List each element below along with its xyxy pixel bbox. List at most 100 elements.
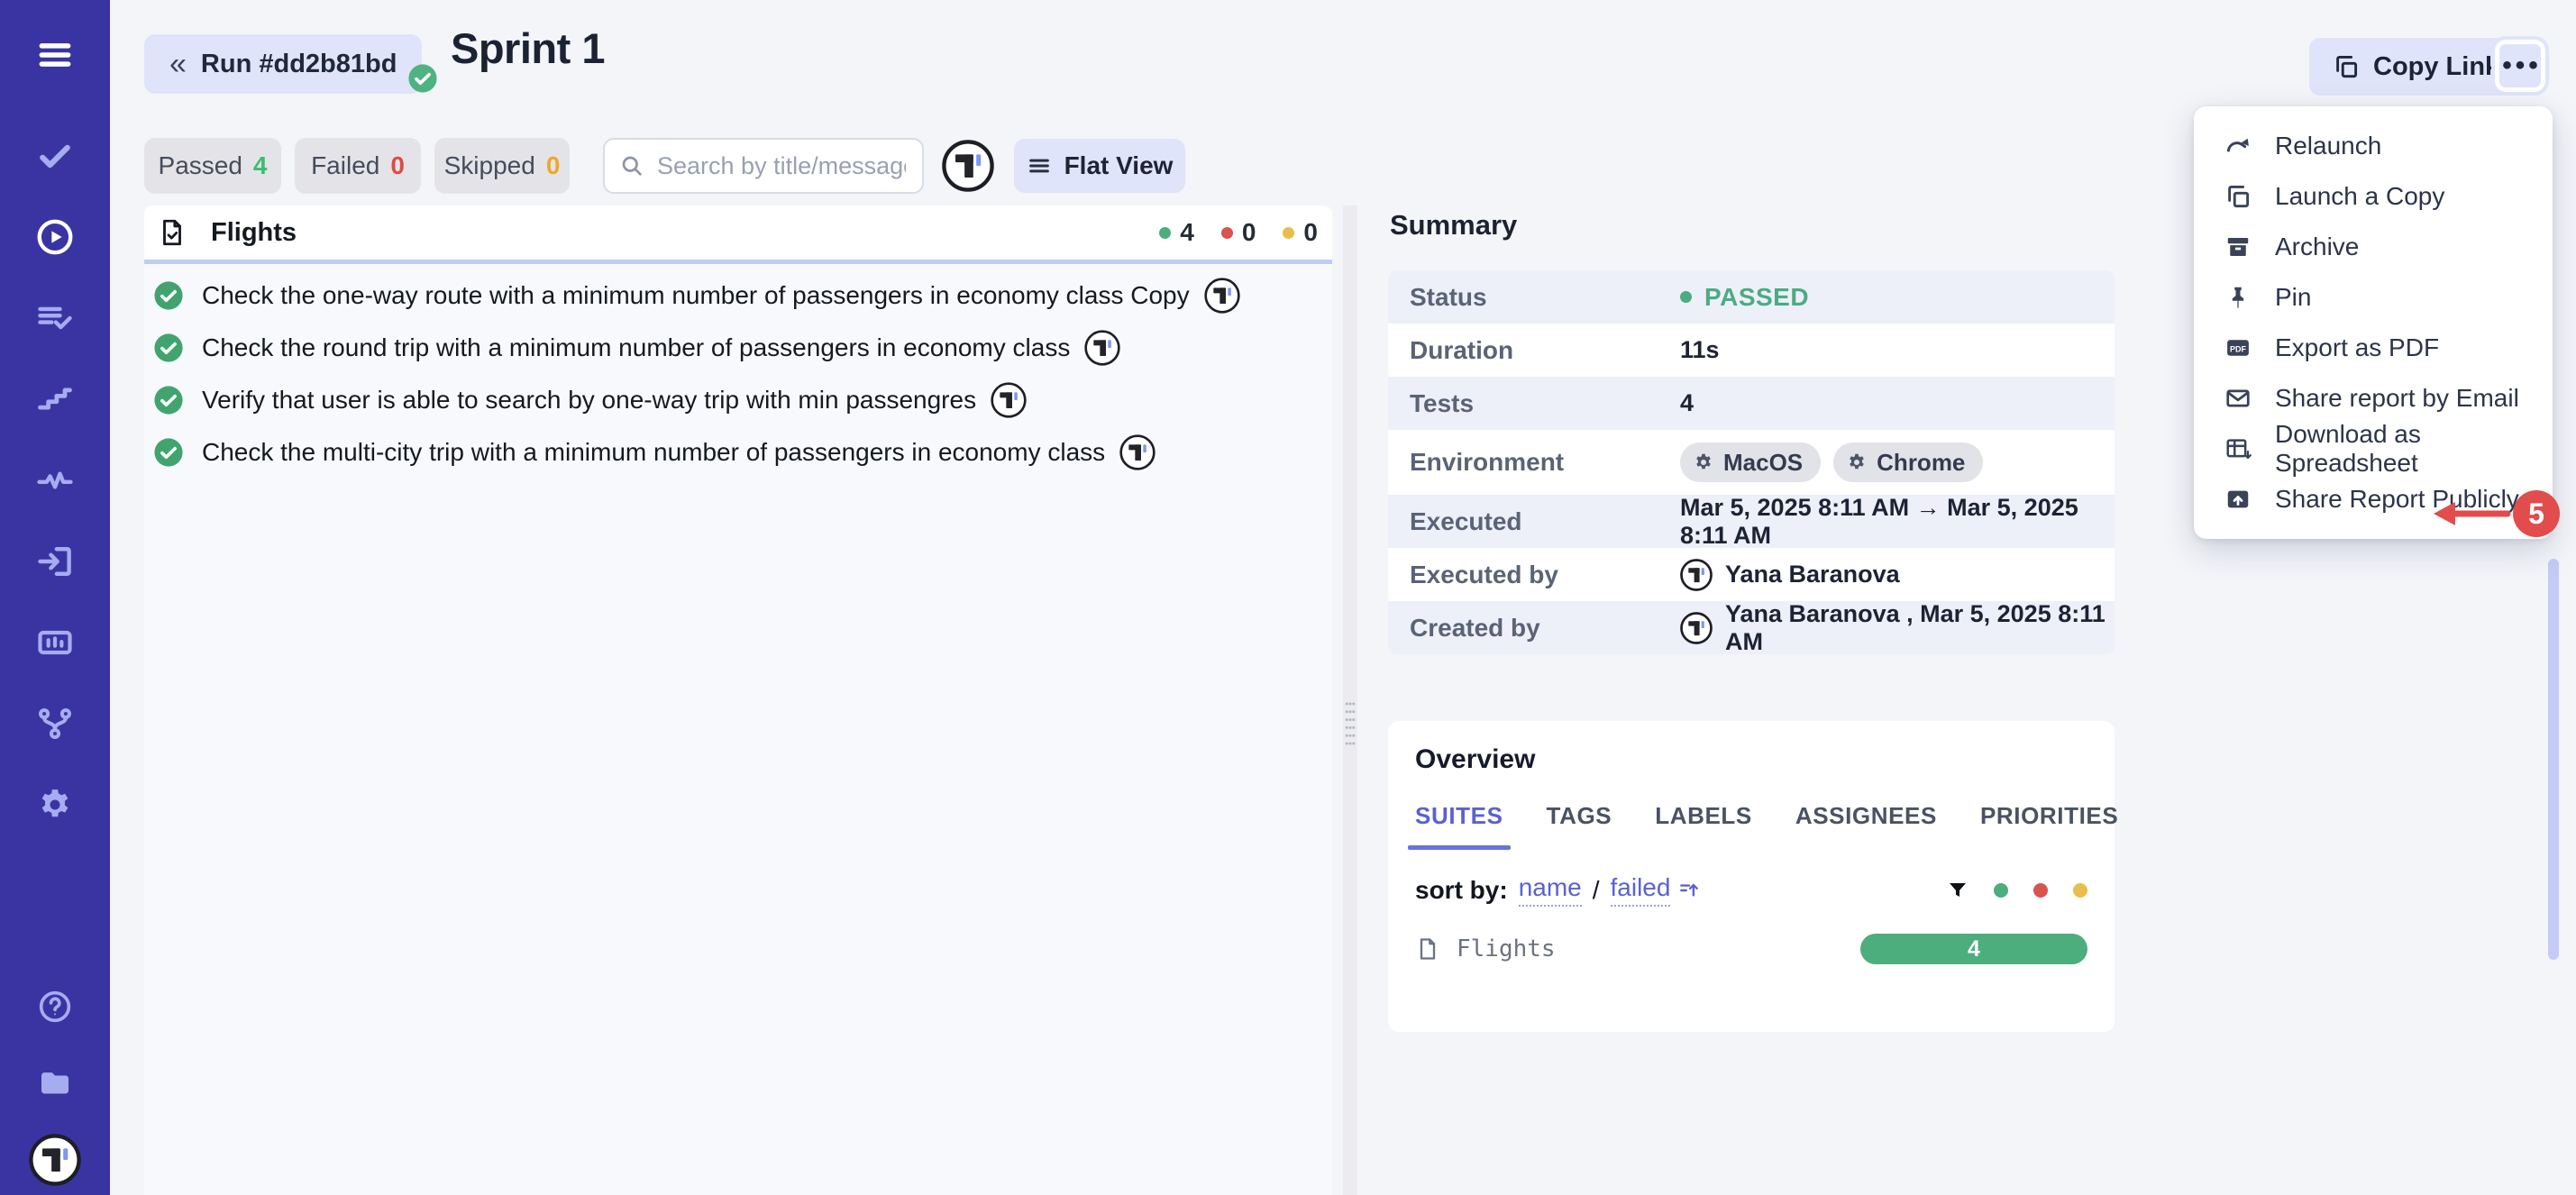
- sort-by-failed-link[interactable]: failed: [1610, 873, 1671, 907]
- filter-funnel-icon[interactable]: [1947, 880, 1969, 901]
- pulse-icon[interactable]: [31, 456, 79, 505]
- test-row[interactable]: Check the round trip with a minimum numb…: [144, 322, 1332, 374]
- projects-folder-icon[interactable]: [31, 1058, 79, 1107]
- more-actions-button[interactable]: •••: [2491, 36, 2549, 96]
- dashboard-icon[interactable]: [31, 618, 79, 667]
- test-passed-icon: [154, 386, 183, 415]
- overview-title: Overview: [1415, 744, 1536, 774]
- page-scrollbar-thumb[interactable]: [2548, 559, 2559, 960]
- sort-by-name-link[interactable]: name: [1518, 873, 1582, 907]
- settings-gear-icon[interactable]: [31, 780, 79, 829]
- legend-failed-dot[interactable]: [2033, 882, 2048, 898]
- sort-separator: /: [1592, 875, 1600, 904]
- test-title: Check the multi-city trip with a minimum…: [202, 438, 1106, 466]
- overview-card: Overview SUITES TAGS LABELS ASSIGNEES PR…: [1388, 721, 2118, 1032]
- relaunch-icon: [2226, 138, 2249, 152]
- panel-resize-handle[interactable]: [1343, 205, 1357, 1195]
- skipped-dot-icon: [1283, 226, 1295, 239]
- testomat-badge-icon: [1203, 278, 1240, 314]
- test-row[interactable]: Verify that user is able to search by on…: [144, 374, 1332, 426]
- branches-icon[interactable]: [31, 699, 79, 748]
- executed-label: Executed: [1410, 506, 1522, 535]
- search-icon: [622, 156, 642, 176]
- suite-header-divider: [144, 260, 1332, 264]
- filter-passed-button[interactable]: Passed 4: [144, 138, 281, 194]
- status-dot-icon: [1680, 291, 1692, 303]
- flat-view-label: Flat View: [1064, 151, 1174, 179]
- skipped-count: 0: [545, 151, 561, 179]
- menu-item-label: Archive: [2275, 233, 2360, 260]
- tab-assignees[interactable]: ASSIGNEES: [1795, 802, 1937, 829]
- list-lines-icon: [1028, 159, 1049, 173]
- status-label: Status: [1410, 282, 1487, 311]
- menu-item-relaunch[interactable]: Relaunch: [2194, 121, 2553, 171]
- failed-count: 0: [390, 151, 405, 179]
- test-row[interactable]: Check the one-way route with a minimum n…: [144, 269, 1332, 322]
- tab-tags[interactable]: TAGS: [1546, 802, 1612, 829]
- summary-table: Status PASSED Duration 11s Tests 4 Envir…: [1388, 270, 2115, 654]
- executed-by-avatar: [1680, 558, 1713, 591]
- tests-check-icon[interactable]: [31, 132, 79, 180]
- import-icon[interactable]: [31, 537, 79, 586]
- ellipsis-icon: •••: [2502, 50, 2542, 80]
- filter-bar: Passed 4 Failed 0 Skipped 0 Flat View: [144, 138, 1185, 194]
- test-passed-icon: [154, 438, 183, 467]
- menu-item-launch-a-copy[interactable]: Launch a Copy: [2194, 171, 2553, 222]
- gear-icon: [1850, 453, 1864, 470]
- drag-dots-icon: [1345, 702, 1356, 745]
- testomat-badge-icon: [1119, 434, 1156, 470]
- hamburger-menu-icon[interactable]: [31, 31, 79, 79]
- run-id-label: Run #dd2b81bd: [200, 49, 397, 78]
- filter-failed-button[interactable]: Failed 0: [295, 138, 421, 194]
- test-plans-icon[interactable]: [31, 294, 79, 342]
- pdf-icon: PDF: [2227, 340, 2249, 356]
- help-icon[interactable]: [31, 982, 79, 1031]
- back-to-run-button[interactable]: « Run #dd2b81bd: [144, 34, 423, 94]
- created-by-label: Created by: [1410, 613, 1540, 642]
- menu-item-label: Export as PDF: [2275, 333, 2440, 361]
- legend-passed-dot[interactable]: [1994, 882, 2008, 898]
- double-chevron-left-icon: «: [169, 47, 187, 81]
- passed-label: Passed: [158, 151, 242, 179]
- tab-priorities[interactable]: PRIORITIES: [1979, 802, 2119, 829]
- menu-item-share-report-by-email[interactable]: Share report by Email: [2194, 373, 2553, 424]
- menu-item-export-as-pdf[interactable]: PDF Export as PDF: [2194, 323, 2553, 373]
- menu-item-label: Relaunch: [2275, 132, 2382, 160]
- runs-play-icon[interactable]: [31, 213, 79, 261]
- overview-tabs: SUITES TAGS LABELS ASSIGNEES PRIORITIES: [1408, 802, 2118, 850]
- menu-item-share-report-publicly[interactable]: Share Report Publicly: [2194, 474, 2553, 525]
- sort-ascending-icon[interactable]: [1677, 879, 1701, 902]
- menu-item-download-as-spreadsheet[interactable]: Download as Spreadsheet: [2194, 420, 2553, 477]
- tab-suites[interactable]: SUITES: [1408, 802, 1510, 850]
- tab-labels[interactable]: LABELS: [1655, 802, 1752, 829]
- executed-by-value: Yana Baranova: [1725, 561, 1900, 588]
- passed-check-badge-icon: [407, 63, 438, 94]
- overview-suite-name: Flights: [1457, 935, 1556, 962]
- test-row[interactable]: Check the multi-city trip with a minimum…: [144, 426, 1332, 479]
- test-title: Check the round trip with a minimum numb…: [202, 333, 1071, 361]
- suite-header-row[interactable]: Flights 4 0 0: [144, 205, 1332, 260]
- legend-skipped-dot[interactable]: [2073, 882, 2087, 898]
- overview-suite-row[interactable]: Flights 4: [1415, 934, 2087, 964]
- menu-item-label: Share report by Email: [2275, 384, 2519, 412]
- steps-icon[interactable]: [31, 375, 79, 424]
- user-avatar[interactable]: [29, 1134, 81, 1186]
- filter-skipped-button[interactable]: Skipped 0: [434, 138, 570, 194]
- menu-item-pin[interactable]: Pin: [2194, 272, 2553, 323]
- summary-row-executed: Executed Mar 5, 2025 8:11 AM → Mar 5, 20…: [1388, 494, 2115, 549]
- summary-row-environment: Environment MacOS Chrome: [1388, 430, 2115, 495]
- menu-item-archive[interactable]: Archive: [2194, 222, 2553, 272]
- document-check-icon: [163, 219, 181, 246]
- summary-row-status: Status PASSED: [1388, 270, 2115, 324]
- environment-name: Chrome: [1877, 448, 1966, 476]
- search-input[interactable]: [655, 151, 908, 181]
- author-filter-avatar[interactable]: [942, 140, 994, 192]
- search-box: [603, 138, 924, 194]
- test-passed-icon: [154, 281, 183, 310]
- created-by-avatar: [1680, 611, 1713, 644]
- summary-row-created-by: Created by Yana Baranova , Mar 5, 2025 8…: [1388, 600, 2115, 654]
- flat-view-button[interactable]: Flat View: [1014, 139, 1185, 193]
- copy-link-button[interactable]: Copy Link: [2309, 38, 2524, 96]
- duration-label: Duration: [1410, 335, 1514, 364]
